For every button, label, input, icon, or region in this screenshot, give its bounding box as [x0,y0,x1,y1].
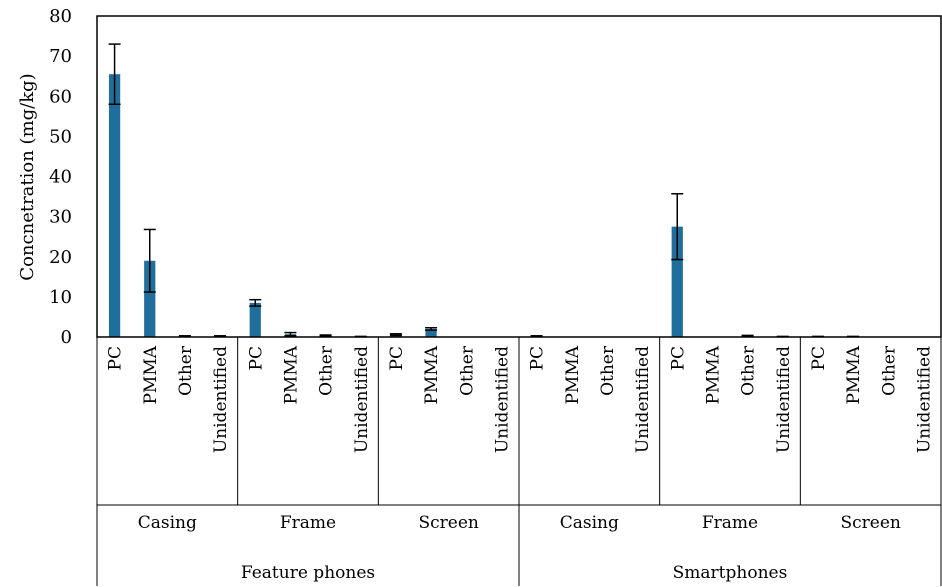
y-tick-label: 40 [49,167,72,188]
category-label: PC [528,346,548,370]
category-label: PMMA [422,345,442,404]
plot-frame [96,15,942,586]
y-tick-label: 70 [49,46,72,67]
category-label: PMMA [141,345,161,404]
category-label: Other [598,345,618,396]
group-labels: Feature phones Smartphones [241,563,787,583]
error-bars [108,43,860,338]
category-label: Other [317,345,337,396]
bars [108,74,859,338]
category-label: Unidentified [211,346,231,453]
subgroup-labels: Casing Frame Screen Casing Frame Screen [138,513,901,533]
y-tick-label: 0 [61,327,72,348]
category-label: PC [246,346,266,370]
bar [144,260,156,337]
y-tick-label: 80 [49,6,72,27]
plot-area-border [96,15,942,338]
category-label: PC [106,346,126,370]
category-label: Unidentified [774,346,794,453]
category-label: PMMA [844,345,864,404]
subgroup-label: Screen [840,513,900,533]
category-label: Unidentified [352,346,372,453]
subgroup-label: Casing [138,513,197,533]
category-label: PMMA [281,345,301,404]
bar [249,302,261,337]
category-label: Unidentified [492,346,512,453]
subgroup-label: Frame [702,513,758,533]
category-label: Unidentified [914,346,934,453]
group-label: Smartphones [673,563,788,583]
subgroup-label: Screen [418,513,478,533]
y-axis-label: Concnetration (mg/kg) [17,73,38,280]
category-label: Other [739,345,759,396]
category-labels: PC PMMA Other Unidentified PC PMMA Other Uniden… [106,345,935,453]
y-tick-label: 10 [49,287,72,308]
category-label: Unidentified [633,346,653,453]
category-label: Other [176,345,196,396]
category-label: PC [809,346,829,370]
category-label: Other [879,345,899,396]
category-label: PC [387,346,407,370]
category-label: Other [457,345,477,396]
y-axis-label-group: Concnetration (mg/kg) [17,73,38,280]
group-label: Feature phones [241,563,375,583]
y-tick-label: 30 [49,207,72,228]
category-label: PC [668,346,688,370]
subgroup-label: Frame [280,513,336,533]
bar [108,74,121,338]
y-tick-label: 20 [49,247,72,268]
bar [671,226,683,337]
category-label: PMMA [563,345,583,404]
bar [425,328,437,337]
y-tick-labels: 0 10 20 30 40 50 60 70 80 [49,6,72,348]
y-tick-label: 60 [49,86,72,107]
subgroup-label: Casing [560,513,619,533]
y-tick-label: 50 [49,126,72,147]
category-label: PMMA [703,345,723,404]
